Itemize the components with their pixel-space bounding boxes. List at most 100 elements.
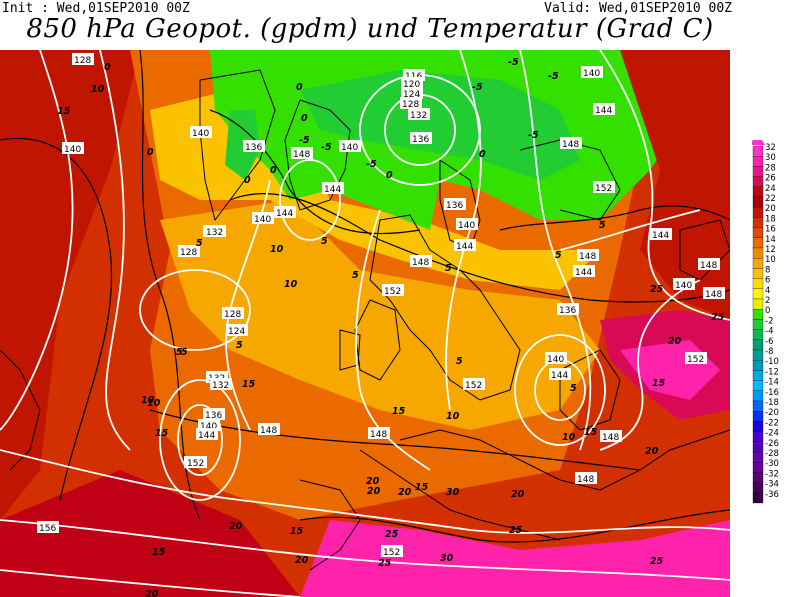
colorbar-tick-label: 10 [765, 255, 776, 265]
temp-label: 10 [284, 279, 298, 290]
init-time-label: Init : Wed,01SEP2010 00Z [2, 1, 190, 16]
geopot-label: 128 [178, 245, 200, 258]
colorbar-swatch [752, 166, 764, 177]
geopot-label: 132 [408, 108, 430, 121]
colorbar-tick-label: 14 [765, 235, 776, 245]
svg-text:152: 152 [384, 287, 401, 297]
temp-label: 0 [301, 113, 308, 124]
colorbar-swatch [752, 360, 764, 371]
geopot-label: 144 [196, 428, 218, 441]
temp-label: -5 [548, 71, 559, 82]
colorbar-tick-label: 22 [765, 194, 776, 204]
temp-label: 30 [446, 487, 460, 498]
geopot-label: 152 [593, 181, 615, 194]
svg-text:152: 152 [595, 184, 612, 194]
temp-label: -5 [472, 82, 483, 93]
colorbar-swatch [752, 207, 764, 218]
svg-text:140: 140 [583, 69, 600, 79]
temp-label: 10 [270, 244, 284, 255]
geopot-label: 120 [401, 77, 423, 90]
colorbar-swatch [752, 156, 764, 167]
colorbar-tick-label: 28 [765, 163, 776, 173]
svg-text:140: 140 [64, 145, 81, 155]
geopot-label: 144 [274, 206, 296, 219]
colorbar-tick-label: -28 [765, 449, 779, 459]
valid-time-label: Valid: Wed,01SEP2010 00Z [544, 1, 732, 16]
svg-text:132: 132 [410, 111, 427, 121]
colorbar-tick-label: -14 [765, 378, 779, 388]
temp-label: 20 [398, 487, 412, 498]
colorbar-swatch [752, 237, 764, 249]
colorbar-tick-label: -16 [765, 388, 779, 398]
temp-label: -5 [508, 57, 519, 68]
geopot-label: 152 [381, 545, 403, 558]
geopot-label: 132 [210, 378, 232, 391]
geopot-label: 148 [703, 287, 725, 300]
temperature-colorbar: 32302826242220181614121086420-2-4-6-8-10… [752, 140, 779, 504]
svg-text:132: 132 [206, 228, 223, 238]
colorbar-swatch [752, 145, 764, 157]
geopot-label: 144 [454, 239, 476, 252]
colorbar-swatches [752, 145, 764, 504]
colorbar-tick-label: 4 [765, 286, 770, 296]
colorbar-tick-label: -10 [765, 357, 779, 367]
svg-text:132: 132 [212, 381, 229, 391]
colorbar-tick-label: -6 [765, 337, 773, 347]
geopot-label: 136 [557, 303, 579, 316]
temp-label: 30 [440, 553, 454, 564]
colorbar-swatch [752, 411, 764, 422]
geopot-label: 128 [222, 307, 244, 320]
colorbar-swatch [752, 309, 764, 320]
colorbar-swatch [752, 462, 764, 473]
colorbar-tick-label: 30 [765, 153, 776, 163]
svg-text:136: 136 [559, 306, 576, 316]
colorbar-swatch [752, 370, 764, 381]
geopot-label: 124 [226, 324, 248, 337]
colorbar-tick-label: -22 [765, 418, 779, 428]
temp-label: 20 [295, 555, 309, 566]
svg-text:152: 152 [687, 355, 704, 365]
colorbar-tick-label: -20 [765, 408, 779, 418]
colorbar-swatch [752, 472, 764, 483]
temp-zone-green-core [300, 70, 580, 180]
temp-label: 5 [196, 238, 203, 249]
svg-text:136: 136 [245, 143, 262, 153]
svg-text:124: 124 [403, 90, 420, 100]
weather-map: 128 140 140 136 148 144 140 132 128 128 … [0, 50, 730, 597]
geopot-label: 144 [322, 182, 344, 195]
temp-label: 15 [57, 106, 71, 117]
temp-label: -5 [528, 130, 539, 141]
colorbar-swatch [752, 186, 764, 198]
geopot-label: 140 [252, 212, 274, 225]
geopot-label: 140 [190, 126, 212, 139]
colorbar-swatch [752, 298, 764, 310]
temp-label: 20 [366, 476, 380, 487]
geopot-label: 128 [400, 97, 422, 110]
temperature-labels: 0 10 15 0 5 0 0 -5 -5 0 -5 0 -5 -5 -5 -5… [57, 57, 725, 597]
temp-label: 5 [456, 356, 463, 367]
temp-label: 5 [236, 340, 243, 351]
temp-zone-southwest [0, 470, 300, 597]
geopot-label: 136 [203, 408, 225, 421]
temp-label: 15 [155, 428, 169, 439]
geopot-label: 140 [339, 140, 361, 153]
temp-label: 15 [290, 526, 304, 537]
svg-text:144: 144 [198, 431, 215, 441]
svg-text:128: 128 [180, 248, 197, 258]
colorbar-swatch [752, 278, 764, 289]
svg-text:120: 120 [403, 80, 420, 90]
geopot-label: 140 [581, 66, 603, 79]
svg-text:144: 144 [575, 268, 592, 278]
colorbar-tick-label: -18 [765, 398, 779, 408]
colorbar-swatch [752, 380, 764, 391]
geopot-label: 148 [410, 255, 432, 268]
svg-text:152: 152 [187, 459, 204, 469]
temp-label: -5 [299, 135, 310, 146]
map-title: 850 hPa Geopot. (gpdm) und Temperatur (G… [26, 14, 714, 44]
geopot-label: 144 [549, 368, 571, 381]
svg-text:156: 156 [39, 524, 56, 534]
colorbar-swatch [752, 268, 764, 279]
geopot-label: 144 [593, 103, 615, 116]
temp-label: 10 [446, 411, 460, 422]
svg-text:144: 144 [324, 185, 341, 195]
